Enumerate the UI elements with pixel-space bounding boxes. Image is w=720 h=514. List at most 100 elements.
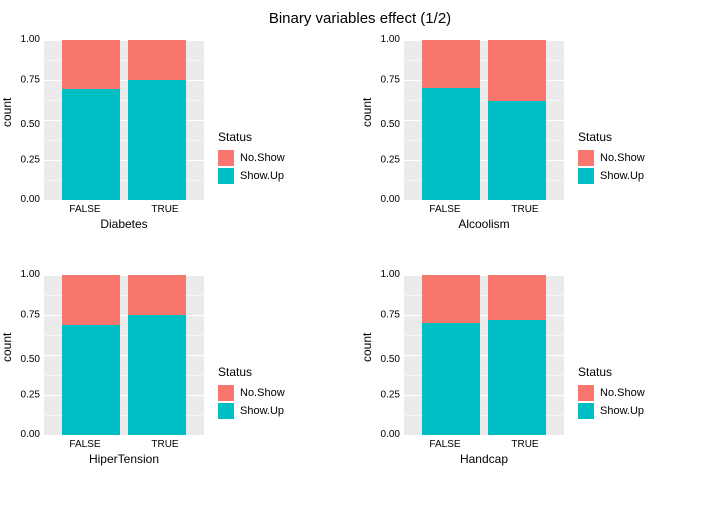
panel-cell: count1.000.750.500.250.00FALSETRUEHandca…	[360, 275, 720, 510]
y-tick-label: 0.25	[374, 390, 400, 400]
x-tick-label: TRUE	[511, 439, 538, 450]
y-tick-label: 0.50	[374, 355, 400, 365]
y-tick-label: 0.00	[14, 430, 40, 440]
legend-title: Status	[578, 365, 645, 379]
bar-segment-show-up	[128, 80, 186, 200]
x-tick-label: FALSE	[429, 204, 460, 215]
y-ticks: 1.000.750.500.250.00	[14, 275, 44, 435]
legend-title: Status	[218, 130, 285, 144]
legend-item: Show.Up	[218, 168, 285, 184]
y-tick-label: 0.25	[14, 390, 40, 400]
y-tick-label: 0.25	[374, 155, 400, 165]
legend: Status No.Show Show.Up	[564, 40, 645, 275]
panel-cell: count1.000.750.500.250.00FALSETRUEHiperT…	[0, 275, 360, 510]
plot-panel	[44, 275, 204, 435]
legend-label: No.Show	[600, 387, 645, 399]
stacked-bar	[488, 275, 546, 435]
legend-label: Show.Up	[600, 405, 644, 417]
y-axis-label: count	[360, 113, 374, 127]
bar-segment-show-up	[62, 89, 120, 200]
bar-segment-show-up	[422, 88, 480, 200]
legend-label: No.Show	[240, 152, 285, 164]
y-tick-label: 0.75	[14, 75, 40, 85]
panel-grid: count1.000.750.500.250.00FALSETRUEDiabet…	[0, 40, 720, 510]
plot-panel	[404, 40, 564, 200]
stacked-bar	[128, 40, 186, 200]
legend-swatch	[578, 385, 594, 401]
bar-segment-show-up	[128, 315, 186, 435]
y-axis-label: count	[0, 348, 14, 362]
stacked-bar	[62, 40, 120, 200]
x-ticks: FALSETRUE	[404, 435, 564, 450]
plot-row: count1.000.750.500.250.00	[0, 40, 204, 200]
stacked-bar	[488, 40, 546, 200]
legend-item: No.Show	[578, 150, 645, 166]
x-tick-label: FALSE	[69, 204, 100, 215]
x-tick-label: TRUE	[511, 204, 538, 215]
y-ticks: 1.000.750.500.250.00	[374, 275, 404, 435]
plot-panel	[404, 275, 564, 435]
legend-item: Show.Up	[578, 403, 645, 419]
stacked-bar	[422, 40, 480, 200]
y-tick-label: 1.00	[374, 35, 400, 45]
stacked-bar	[422, 275, 480, 435]
legend-swatch	[218, 168, 234, 184]
legend-swatch	[578, 150, 594, 166]
legend: Status No.Show Show.Up	[564, 275, 645, 510]
legend-label: Show.Up	[240, 405, 284, 417]
x-tick-label: FALSE	[69, 439, 100, 450]
legend-label: No.Show	[240, 387, 285, 399]
figure-title: Binary variables effect (1/2)	[0, 10, 720, 27]
y-tick-label: 0.75	[14, 310, 40, 320]
y-tick-label: 0.00	[374, 430, 400, 440]
y-tick-label: 1.00	[14, 270, 40, 280]
panel-wrap: count1.000.750.500.250.00FALSETRUEAlcool…	[360, 40, 564, 275]
x-ticks: FALSE TRUE	[44, 200, 204, 215]
bar-segment-no-show	[128, 40, 186, 80]
bar-segment-no-show	[62, 40, 120, 89]
x-axis-label: Alcoolism	[458, 217, 509, 231]
x-ticks: FALSE TRUE	[404, 200, 564, 215]
bar-segment-no-show	[128, 275, 186, 315]
x-axis-label: HiperTension	[89, 452, 159, 466]
legend-item: No.Show	[578, 385, 645, 401]
legend-label: No.Show	[600, 152, 645, 164]
legend-swatch	[578, 168, 594, 184]
legend-label: Show.Up	[240, 170, 284, 182]
bar-segment-no-show	[488, 275, 546, 320]
panel-cell: count1.000.750.500.250.00 FALSE TRUE Diabet…	[0, 40, 360, 275]
x-tick-label: TRUE	[151, 204, 178, 215]
figure: Binary variables effect (1/2) count1.000…	[0, 0, 720, 514]
y-tick-label: 0.00	[374, 195, 400, 205]
legend-title: Status	[218, 365, 285, 379]
bar-segment-show-up	[422, 323, 480, 435]
y-ticks: 1.000.750.500.250.00	[374, 40, 404, 200]
y-tick-label: 1.00	[374, 270, 400, 280]
legend-title: Status	[578, 130, 645, 144]
bar-segment-no-show	[62, 275, 120, 325]
y-tick-label: 0.75	[374, 75, 400, 85]
panel-wrap: count1.000.750.500.250.00FALSETRUEHiperT…	[0, 275, 204, 510]
bar-segment-no-show	[488, 40, 546, 101]
legend-swatch	[218, 385, 234, 401]
legend-item: Show.Up	[578, 168, 645, 184]
stacked-bar	[128, 275, 186, 435]
x-axis-label: Diabetes	[100, 217, 147, 231]
y-tick-label: 0.25	[14, 155, 40, 165]
panel-cell: count1.000.750.500.250.00FALSETRUEAlcool…	[360, 40, 720, 275]
y-axis-label: count	[360, 348, 374, 362]
legend: Status No.Show Show.Up	[204, 275, 285, 510]
y-axis-label: count	[0, 113, 14, 127]
panel-wrap: count1.000.750.500.250.00 FALSE TRUE Diabet…	[0, 40, 204, 275]
plot-row: count1.000.750.500.250.00	[360, 40, 564, 200]
legend-swatch	[578, 403, 594, 419]
plot-row: count1.000.750.500.250.00	[0, 275, 204, 435]
y-tick-label: 0.00	[14, 195, 40, 205]
bar-segment-show-up	[488, 101, 546, 200]
y-tick-label: 0.50	[374, 120, 400, 130]
bar-segment-no-show	[422, 275, 480, 323]
stacked-bar	[62, 275, 120, 435]
y-tick-label: 1.00	[14, 35, 40, 45]
plot-panel	[44, 40, 204, 200]
legend-item: Show.Up	[218, 403, 285, 419]
